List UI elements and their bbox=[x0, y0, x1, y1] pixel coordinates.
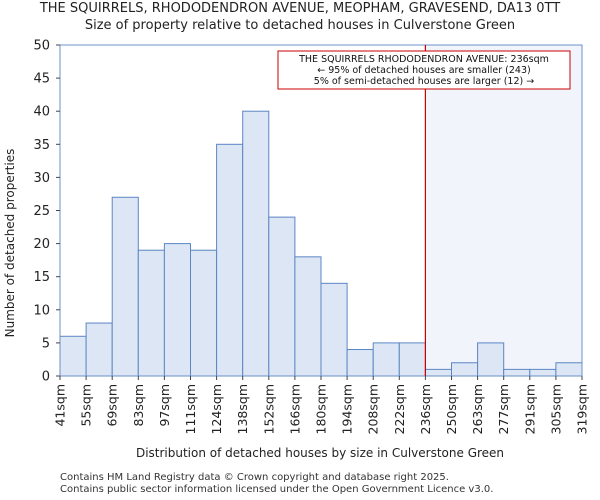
x-tick-label-208sqm: 208sqm bbox=[366, 384, 381, 434]
x-tick-label-97sqm: 97sqm bbox=[157, 384, 172, 427]
bar-83sqm bbox=[137, 249, 165, 377]
bar-208sqm bbox=[372, 342, 400, 377]
y-axis-label: Number of detached properties bbox=[3, 149, 17, 338]
x-tick-label-55sqm: 55sqm bbox=[79, 384, 94, 427]
y-tick-label-30: 30 bbox=[33, 171, 50, 186]
bar-55sqm bbox=[85, 322, 113, 377]
bar-291sqm bbox=[529, 368, 557, 377]
annotation-line-3: 5% of semi-detached houses are larger (1… bbox=[314, 76, 534, 87]
bar-41sqm bbox=[59, 335, 87, 377]
bar-236sqm bbox=[424, 368, 452, 377]
y-tick-label-5: 5 bbox=[42, 336, 50, 351]
annotation-layer: THE SQUIRRELS RHODODENDRON AVENUE: 236sq… bbox=[277, 45, 571, 376]
annotation-line-1: THE SQUIRRELS RHODODENDRON AVENUE: 236sq… bbox=[298, 54, 549, 65]
y-tick-label-20: 20 bbox=[33, 237, 50, 252]
x-tick-label-291sqm: 291sqm bbox=[522, 384, 537, 434]
axes: 0 5 10 15 20 25 30 35 40 45 50 41sqm 55sqm 69sqm 83sqm… bbox=[33, 39, 589, 435]
annotation-box bbox=[277, 50, 571, 90]
footer-line-1: Contains HM Land Registry data © Crown c… bbox=[60, 472, 449, 483]
bar-111sqm bbox=[190, 249, 218, 377]
x-tick-label-152sqm: 152sqm bbox=[261, 384, 276, 434]
x-tick-label-236sqm: 236sqm bbox=[418, 384, 433, 434]
x-tick-label-124sqm: 124sqm bbox=[209, 384, 224, 434]
x-tick-label-180sqm: 180sqm bbox=[314, 384, 329, 434]
bar-166sqm bbox=[294, 256, 322, 377]
bar-chart: 0 5 10 15 20 25 30 35 40 45 50 41sqm 55sqm 69sqm 83sqm… bbox=[3, 39, 590, 461]
bar-124sqm bbox=[216, 143, 244, 377]
x-tick-label-319sqm: 319sqm bbox=[575, 384, 590, 434]
highlight-region bbox=[425, 45, 582, 376]
bar-305sqm bbox=[555, 362, 583, 377]
plot-background bbox=[425, 45, 582, 376]
bar-138sqm bbox=[242, 110, 270, 377]
x-tick-label-83sqm: 83sqm bbox=[131, 384, 146, 427]
footer-line-2: Contains public sector information licen… bbox=[60, 484, 494, 495]
x-tick-label-222sqm: 222sqm bbox=[392, 384, 407, 434]
x-tick-label-194sqm: 194sqm bbox=[340, 384, 355, 434]
x-tick-label-277sqm: 277sqm bbox=[496, 384, 511, 434]
x-tick-label-305sqm: 305sqm bbox=[548, 384, 563, 434]
bar-250sqm bbox=[451, 362, 479, 377]
x-axis-label: Distribution of detached houses by size … bbox=[136, 446, 504, 460]
y-tick-label-0: 0 bbox=[42, 370, 50, 385]
bar-263sqm bbox=[477, 342, 505, 377]
bar-180sqm bbox=[320, 282, 348, 377]
x-tick-label-263sqm: 263sqm bbox=[470, 384, 485, 434]
y-tick-label-10: 10 bbox=[33, 303, 50, 318]
y-tick-label-50: 50 bbox=[33, 39, 50, 54]
y-tick-label-40: 40 bbox=[33, 105, 50, 120]
annotation-line-2: ← 95% of detached houses are smaller (24… bbox=[317, 65, 530, 76]
bar-277sqm bbox=[503, 368, 531, 377]
x-tick-label-69sqm: 69sqm bbox=[105, 384, 120, 427]
x-tick-label-41sqm: 41sqm bbox=[53, 384, 68, 427]
chart-subtitle: Size of property relative to detached ho… bbox=[84, 18, 516, 33]
x-tick-label-250sqm: 250sqm bbox=[444, 384, 459, 434]
y-tick-label-15: 15 bbox=[33, 270, 50, 285]
chart-title: THE SQUIRRELS, RHODODENDRON AVENUE, MEOP… bbox=[39, 1, 561, 16]
bar-69sqm bbox=[111, 196, 139, 377]
bar-97sqm bbox=[163, 243, 191, 377]
bar-222sqm bbox=[398, 342, 426, 377]
bar-152sqm bbox=[268, 216, 296, 377]
x-tick-label-138sqm: 138sqm bbox=[235, 384, 250, 434]
bar-194sqm bbox=[346, 349, 374, 377]
y-tick-label-25: 25 bbox=[33, 204, 50, 219]
y-tick-label-35: 35 bbox=[33, 138, 50, 153]
y-tick-label-45: 45 bbox=[33, 72, 50, 87]
x-tick-label-111sqm: 111sqm bbox=[183, 384, 198, 434]
x-tick-label-166sqm: 166sqm bbox=[287, 384, 302, 434]
bars bbox=[59, 110, 583, 377]
